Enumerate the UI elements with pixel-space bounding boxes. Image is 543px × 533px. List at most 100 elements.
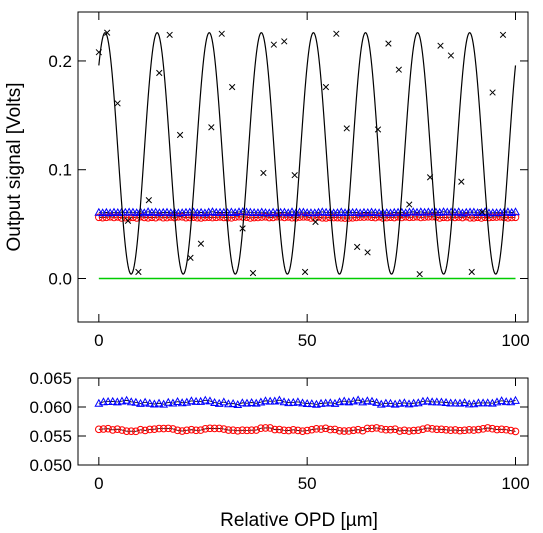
triangle-marker [335,397,345,406]
cross-marker [354,243,361,251]
circle-marker [371,213,380,222]
circle-marker [185,213,194,222]
triangle-marker [140,397,150,406]
bottom-y-tick-label: 0.065 [29,369,72,388]
triangle-marker [409,398,419,407]
circle-marker [395,427,404,435]
cross-marker [124,217,132,224]
circle-marker [451,426,460,434]
circle-marker [326,213,334,222]
triangle-marker [497,396,507,405]
circle-marker [409,213,418,221]
circle-marker [229,426,237,434]
triangle-marker [353,395,363,404]
circle-marker [417,213,425,222]
circle-marker [136,212,145,221]
circle-marker [110,213,118,222]
circle-marker [377,425,386,433]
cross-marker [239,225,246,232]
cross-marker [426,174,434,181]
circle-marker [113,425,122,433]
circle-marker [405,427,413,435]
circle-marker [273,212,281,221]
cross-marker [270,41,277,48]
triangle-marker [423,396,432,405]
triangle-marker [99,397,108,406]
triangle-marker [454,207,464,216]
circle-marker [201,425,210,433]
triangle-marker [274,395,284,404]
circle-marker [289,425,298,434]
circle-marker [284,426,293,435]
circle-marker [354,425,362,434]
circle-marker [419,425,427,433]
circle-marker [447,213,455,221]
circle-marker [394,213,402,221]
circle-marker [210,424,219,433]
triangle-marker [293,397,303,406]
circle-marker [398,213,406,222]
top-x-tick-label: 0 [94,331,103,350]
triangle-marker [446,398,456,407]
cross-marker [135,268,142,276]
circle-marker [238,213,247,221]
circle-marker [483,424,492,432]
triangle-marker [399,398,409,407]
circle-marker [368,424,376,433]
circle-marker [136,425,145,434]
circle-marker [442,426,450,434]
circle-marker [390,213,399,222]
circle-marker [497,425,506,434]
cross-marker [437,42,444,49]
circle-marker [432,425,441,434]
top-y-tick-label: 0.2 [48,52,72,71]
circle-marker [367,213,376,221]
circle-marker [329,213,338,222]
circle-marker [454,213,463,221]
circle-marker [182,213,190,222]
circle-marker [372,424,381,432]
triangle-marker [247,397,257,406]
triangle-marker [367,396,377,405]
circle-marker [247,426,256,434]
circle-marker [280,426,288,435]
triangle-marker [154,398,164,407]
cross-marker [416,270,423,278]
circle-marker [400,426,409,435]
circle-marker [169,425,177,433]
circle-marker [391,425,399,434]
top-y-tick-label: 0.0 [48,269,72,288]
triangle-marker [200,395,210,404]
bottom-x-tick-label: 0 [94,474,103,493]
triangle-marker [191,396,201,405]
bottom-x-tick-label: 100 [501,474,529,493]
cross-marker [458,178,465,185]
cross-marker [176,131,184,139]
circle-marker [326,425,335,434]
triangle-marker [219,397,229,406]
triangle-marker [404,399,414,408]
cross-marker [281,38,288,45]
circle-marker [462,212,471,221]
top-chart: 0 50 100 0.0 0.1 0.2 [48,11,530,350]
circle-marker [352,213,361,222]
bottom-y-tick-label: 0.060 [29,398,72,417]
cross-marker [249,269,257,277]
sinusoid-fit-curve [98,31,517,275]
circle-marker [423,424,432,432]
triangle-marker [279,397,289,406]
circle-marker [460,426,469,435]
triangle-marker [186,396,196,405]
triangle-marker [362,396,372,405]
triangle-marker [117,396,127,405]
triangle-marker [122,395,132,404]
circle-marker [187,425,196,434]
circle-marker [437,425,446,434]
circle-marker [303,213,311,221]
bottom-red-series-line [98,427,516,432]
bottom-blue-series-line [98,399,516,406]
circle-marker [488,424,497,433]
circle-marker [307,425,316,434]
circle-marker [414,426,423,434]
circle-marker [335,426,344,435]
